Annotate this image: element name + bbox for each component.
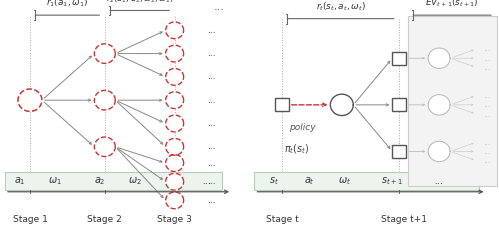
Text: $\omega_t$: $\omega_t$ — [338, 175, 351, 187]
Text: policy: policy — [289, 123, 316, 133]
Text: ...: ... — [483, 147, 490, 156]
Polygon shape — [94, 137, 115, 157]
Text: $r_1(a_1,\omega_1)$: $r_1(a_1,\omega_1)$ — [46, 0, 88, 9]
Text: ...: ... — [483, 91, 490, 100]
Text: $EV_{t+1}(s_{t+1})$: $EV_{t+1}(s_{t+1})$ — [425, 0, 479, 9]
Text: $\omega_1$: $\omega_1$ — [48, 175, 62, 187]
Polygon shape — [428, 95, 450, 115]
Text: $a_1$: $a_1$ — [14, 175, 26, 187]
Polygon shape — [94, 90, 115, 110]
Polygon shape — [18, 89, 42, 111]
Text: $r_2(a_1,a_2,\omega_2,\omega_1)$: $r_2(a_1,a_2,\omega_2,\omega_1)$ — [106, 0, 174, 5]
FancyBboxPatch shape — [254, 172, 479, 190]
Text: ...: ... — [207, 49, 216, 58]
Polygon shape — [166, 69, 184, 85]
Bar — [392, 98, 406, 111]
Text: ...: ... — [483, 110, 490, 119]
Text: $\omega_2$: $\omega_2$ — [128, 175, 142, 187]
Text: ...: ... — [483, 156, 490, 165]
Text: ...: ... — [207, 26, 216, 35]
Bar — [275, 98, 289, 111]
Polygon shape — [166, 192, 184, 209]
Text: ...: ... — [207, 177, 216, 186]
Text: $r_t(s_t,a_t,\omega_t)$: $r_t(s_t,a_t,\omega_t)$ — [316, 0, 365, 13]
Polygon shape — [166, 138, 184, 155]
Text: ...: ... — [214, 2, 225, 12]
Text: $s_t$: $s_t$ — [269, 175, 279, 187]
Text: Stage 2: Stage 2 — [87, 215, 122, 224]
Text: ...: ... — [207, 96, 216, 105]
Text: Stage 3: Stage 3 — [157, 215, 192, 224]
FancyBboxPatch shape — [408, 16, 497, 186]
Text: Stage t: Stage t — [265, 215, 298, 224]
Text: ...: ... — [483, 45, 490, 53]
Polygon shape — [166, 155, 184, 171]
Polygon shape — [330, 94, 353, 116]
Polygon shape — [94, 44, 115, 63]
Polygon shape — [428, 48, 450, 69]
Text: ...: ... — [435, 176, 444, 186]
Text: ...: ... — [207, 142, 216, 151]
Polygon shape — [166, 45, 184, 62]
Text: ...: ... — [483, 63, 490, 72]
Text: $\pi_t(s_t)$: $\pi_t(s_t)$ — [284, 142, 310, 156]
Polygon shape — [428, 141, 450, 162]
Text: $s_{t+1}$: $s_{t+1}$ — [381, 175, 403, 187]
Bar — [392, 52, 406, 65]
Text: ...: ... — [203, 176, 212, 186]
Text: ...: ... — [207, 159, 216, 168]
Polygon shape — [166, 92, 184, 109]
Polygon shape — [166, 173, 184, 190]
Text: $a_2$: $a_2$ — [94, 175, 106, 187]
Text: ...: ... — [483, 100, 490, 109]
Text: Stage 1: Stage 1 — [12, 215, 47, 224]
FancyBboxPatch shape — [5, 172, 222, 190]
Text: Stage t+1: Stage t+1 — [381, 215, 427, 224]
Text: ...: ... — [483, 54, 490, 63]
Polygon shape — [166, 115, 184, 132]
Text: ...: ... — [207, 196, 216, 205]
Polygon shape — [166, 22, 184, 39]
Bar — [392, 145, 406, 158]
Text: $a_3$: $a_3$ — [164, 175, 176, 187]
Text: ...: ... — [483, 138, 490, 147]
Text: ...: ... — [207, 72, 216, 81]
Text: $a_t$: $a_t$ — [304, 175, 315, 187]
Text: ...: ... — [207, 119, 216, 128]
